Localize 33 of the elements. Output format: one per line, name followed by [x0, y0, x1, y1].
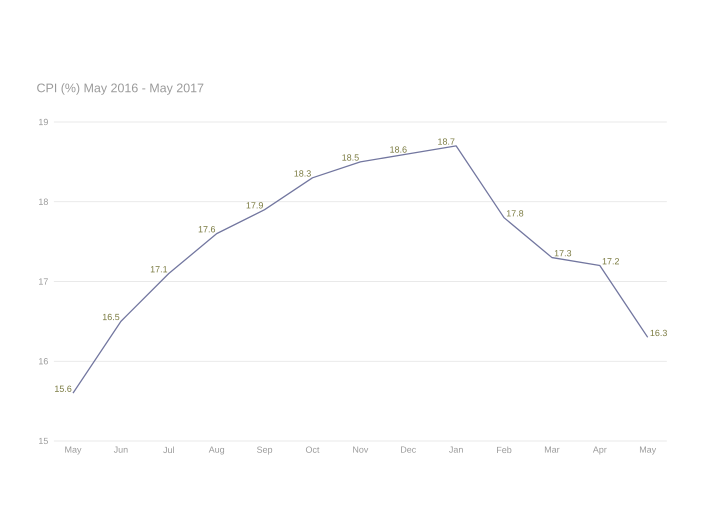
x-tick-label: Jan [449, 446, 463, 453]
x-tick-label: Oct [306, 446, 320, 453]
x-tick-label: Sep [257, 446, 272, 455]
x-tick-label: May [640, 446, 656, 455]
x-tick-label: May [65, 446, 82, 455]
data-label: 17.1 [150, 266, 168, 272]
x-tick-label: Apr [592, 446, 607, 455]
data-label: 17.9 [246, 202, 263, 209]
data-label: 16.5 [102, 314, 120, 320]
x-tick-label: Mar [544, 446, 560, 453]
data-label: 17.2 [602, 258, 619, 264]
data-label: 18.5 [342, 154, 359, 161]
data-label: 18.3 [294, 170, 311, 177]
data-label: 18.6 [390, 146, 407, 153]
y-tick-label: 15 [39, 438, 48, 444]
x-tick-label: Feb [497, 446, 512, 454]
data-label: 17.3 [554, 250, 572, 256]
chart-title: CPI (%) May 2016 - May 2017 [37, 83, 204, 95]
data-label: 17.8 [506, 210, 524, 216]
x-tick-label: Jul [163, 446, 174, 454]
data-label: 18.7 [438, 138, 454, 145]
line-series [72, 145, 648, 394]
x-tick-label: Dec [401, 446, 416, 453]
y-tick-label: 18 [39, 198, 48, 205]
y-tick-label: 17 [39, 278, 48, 285]
x-tick-label: Jun [114, 446, 128, 453]
x-tick-label: Aug [208, 446, 224, 455]
y-tick-label: 19 [39, 118, 48, 126]
y-tick-label: 16 [39, 358, 48, 364]
data-label: 17.6 [198, 226, 216, 232]
data-label: 15.6 [55, 386, 72, 392]
x-tick-label: Nov [353, 446, 368, 453]
data-label: 16.3 [650, 330, 667, 336]
